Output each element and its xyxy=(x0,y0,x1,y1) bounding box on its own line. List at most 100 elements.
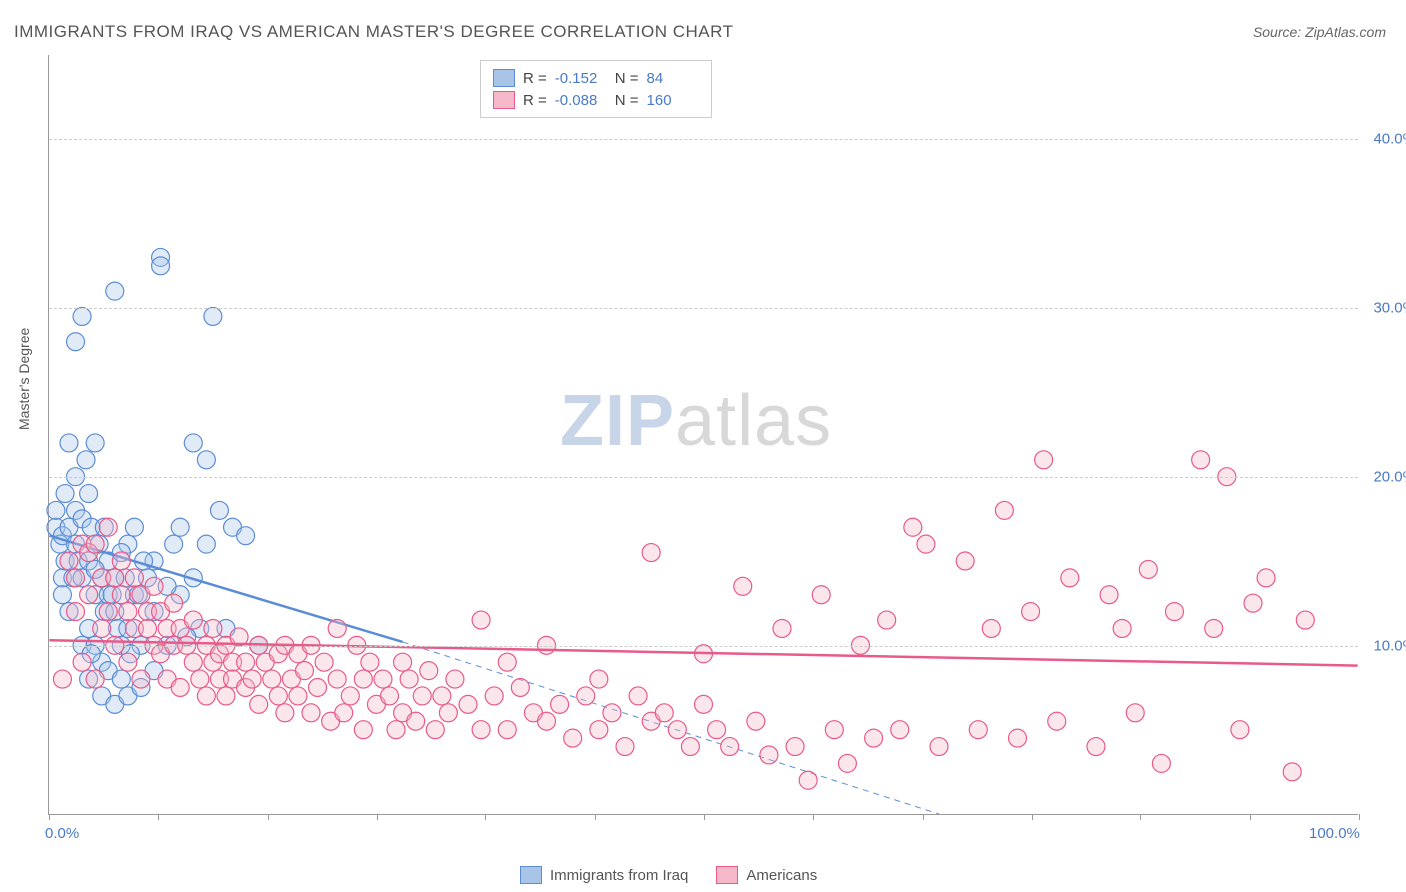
scatter-point xyxy=(171,518,189,536)
scatter-point xyxy=(891,721,909,739)
chart-svg xyxy=(49,55,1358,814)
scatter-point xyxy=(387,721,405,739)
scatter-point xyxy=(315,653,333,671)
scatter-point xyxy=(86,670,104,688)
scatter-point xyxy=(112,586,130,604)
scatter-point xyxy=(1165,603,1183,621)
scatter-point xyxy=(812,586,830,604)
scatter-point xyxy=(577,687,595,705)
scatter-point xyxy=(197,535,215,553)
scatter-point xyxy=(590,721,608,739)
scatter-point xyxy=(53,670,71,688)
x-tick xyxy=(923,814,924,820)
scatter-point xyxy=(786,738,804,756)
scatter-point xyxy=(243,670,261,688)
n-value: 84 xyxy=(647,70,699,87)
scatter-point xyxy=(184,434,202,452)
y-tick-label: 20.0% xyxy=(1373,469,1406,486)
legend-swatch xyxy=(716,866,738,884)
scatter-point xyxy=(361,653,379,671)
scatter-point xyxy=(838,754,856,772)
x-tick-label: 100.0% xyxy=(1309,825,1360,842)
legend-swatch xyxy=(493,69,515,87)
scatter-point xyxy=(1205,619,1223,637)
scatter-point xyxy=(112,670,130,688)
scatter-point xyxy=(341,687,359,705)
bottom-legend: Immigrants from Iraq Americans xyxy=(520,866,817,884)
source-attribution: Source: ZipAtlas.com xyxy=(1253,24,1386,40)
scatter-point xyxy=(374,670,392,688)
scatter-point xyxy=(1061,569,1079,587)
scatter-point xyxy=(982,619,1000,637)
scatter-point xyxy=(472,721,490,739)
scatter-point xyxy=(152,257,170,275)
scatter-point xyxy=(99,603,117,621)
scatter-point xyxy=(145,577,163,595)
scatter-point xyxy=(734,577,752,595)
scatter-point xyxy=(799,771,817,789)
legend-label: Immigrants from Iraq xyxy=(550,867,688,884)
scatter-point xyxy=(439,704,457,722)
x-tick xyxy=(377,814,378,820)
scatter-point xyxy=(276,704,294,722)
scatter-point xyxy=(67,569,85,587)
scatter-point xyxy=(56,485,74,503)
scatter-point xyxy=(217,687,235,705)
scatter-point xyxy=(80,485,98,503)
scatter-point xyxy=(1139,560,1157,578)
scatter-point xyxy=(60,434,78,452)
scatter-point xyxy=(263,670,281,688)
scatter-point xyxy=(197,687,215,705)
scatter-point xyxy=(825,721,843,739)
scatter-point xyxy=(1100,586,1118,604)
scatter-point xyxy=(878,611,896,629)
scatter-point xyxy=(86,434,104,452)
scatter-point xyxy=(86,535,104,553)
n-value: 160 xyxy=(647,92,699,109)
x-tick xyxy=(595,814,596,820)
scatter-point xyxy=(394,653,412,671)
scatter-point xyxy=(354,670,372,688)
scatter-point xyxy=(426,721,444,739)
scatter-point xyxy=(210,501,228,519)
scatter-point xyxy=(498,653,516,671)
scatter-point xyxy=(564,729,582,747)
legend-label: Americans xyxy=(746,867,817,884)
x-tick xyxy=(268,814,269,820)
scatter-point xyxy=(1192,451,1210,469)
scatter-point xyxy=(335,704,353,722)
scatter-point xyxy=(237,527,255,545)
scatter-point xyxy=(289,687,307,705)
scatter-point xyxy=(53,586,71,604)
scatter-point xyxy=(106,569,124,587)
scatter-point xyxy=(995,501,1013,519)
x-tick xyxy=(158,814,159,820)
scatter-point xyxy=(165,535,183,553)
legend-item: Americans xyxy=(716,866,817,884)
scatter-point xyxy=(773,619,791,637)
scatter-point xyxy=(413,687,431,705)
x-tick xyxy=(704,814,705,820)
scatter-point xyxy=(538,712,556,730)
scatter-point xyxy=(655,704,673,722)
scatter-point xyxy=(73,653,91,671)
gridline xyxy=(49,139,1358,140)
scatter-point xyxy=(1126,704,1144,722)
stats-row: R =-0.152N =84 xyxy=(493,67,699,89)
scatter-point xyxy=(1283,763,1301,781)
scatter-point xyxy=(60,552,78,570)
gridline xyxy=(49,646,1358,647)
n-label: N = xyxy=(615,92,639,109)
legend-swatch xyxy=(493,91,515,109)
scatter-point xyxy=(204,307,222,325)
scatter-point xyxy=(381,687,399,705)
scatter-point xyxy=(1035,451,1053,469)
scatter-point xyxy=(695,695,713,713)
scatter-point xyxy=(269,687,287,705)
x-tick xyxy=(485,814,486,820)
scatter-point xyxy=(309,679,327,697)
y-tick-label: 30.0% xyxy=(1373,300,1406,317)
x-tick xyxy=(1250,814,1251,820)
scatter-point xyxy=(1113,619,1131,637)
scatter-point xyxy=(603,704,621,722)
